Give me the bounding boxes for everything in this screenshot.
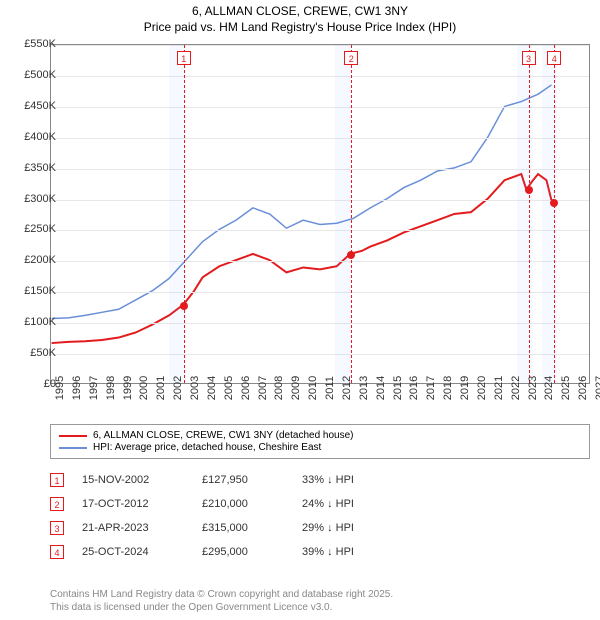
y-axis-tick: £550K xyxy=(24,38,56,50)
x-axis-tick: 2022 xyxy=(510,376,522,400)
legend-swatch xyxy=(59,435,87,437)
x-axis-tick: 2006 xyxy=(240,376,252,400)
title-line1: 6, ALLMAN CLOSE, CREWE, CW1 3NY xyxy=(0,4,600,20)
sale-row: 115-NOV-2002£127,95033% ↓ HPI xyxy=(50,468,412,492)
x-axis-tick: 2009 xyxy=(290,376,302,400)
x-axis-tick: 2003 xyxy=(189,376,201,400)
x-axis-tick: 2004 xyxy=(206,376,218,400)
x-axis-tick: 2021 xyxy=(493,376,505,400)
sale-marker: 3 xyxy=(522,51,536,65)
sale-marker: 4 xyxy=(547,51,561,65)
y-axis-tick: £200K xyxy=(24,254,56,266)
x-axis-tick: 1999 xyxy=(122,376,134,400)
sale-dot xyxy=(550,199,558,207)
y-axis-tick: £150K xyxy=(24,285,56,297)
x-axis-tick: 2008 xyxy=(273,376,285,400)
x-axis-tick: 2011 xyxy=(324,376,336,400)
sale-dot xyxy=(525,186,533,194)
sale-dot xyxy=(347,251,355,259)
x-axis-tick: 2001 xyxy=(155,376,167,400)
x-axis-tick: 2024 xyxy=(543,376,555,400)
sale-row: 425-OCT-2024£295,00039% ↓ HPI xyxy=(50,540,412,564)
y-axis-tick: £500K xyxy=(24,69,56,81)
x-axis-tick: 2015 xyxy=(392,376,404,400)
chart-container: 6, ALLMAN CLOSE, CREWE, CW1 3NY Price pa… xyxy=(0,0,600,620)
legend-label: HPI: Average price, detached house, Ches… xyxy=(93,442,321,453)
y-axis-tick: £100K xyxy=(24,316,56,328)
y-axis-tick: £300K xyxy=(24,193,56,205)
sale-row: 217-OCT-2012£210,00024% ↓ HPI xyxy=(50,492,412,516)
x-axis-tick: 1997 xyxy=(88,376,100,400)
x-axis-tick: 2014 xyxy=(375,376,387,400)
y-axis-tick: £250K xyxy=(24,223,56,235)
sale-dot xyxy=(180,302,188,310)
x-axis-tick: 2012 xyxy=(341,376,353,400)
sale-marker: 2 xyxy=(344,51,358,65)
x-axis-tick: 2016 xyxy=(408,376,420,400)
sale-row: 321-APR-2023£315,00029% ↓ HPI xyxy=(50,516,412,540)
x-axis-tick: 2002 xyxy=(172,376,184,400)
sale-table: 115-NOV-2002£127,95033% ↓ HPI217-OCT-201… xyxy=(50,468,412,564)
x-axis-tick: 1996 xyxy=(71,376,83,400)
title-line2: Price paid vs. HM Land Registry's House … xyxy=(0,20,600,36)
x-axis-tick: 1998 xyxy=(105,376,117,400)
x-axis-tick: 2025 xyxy=(560,376,572,400)
footer-line2: This data is licensed under the Open Gov… xyxy=(50,601,393,614)
x-axis-tick: 2023 xyxy=(527,376,539,400)
x-axis-tick: 2005 xyxy=(223,376,235,400)
y-axis-tick: £400K xyxy=(24,131,56,143)
legend-item: 6, ALLMAN CLOSE, CREWE, CW1 3NY (detache… xyxy=(59,430,581,441)
y-axis-tick: £350K xyxy=(24,162,56,174)
x-axis-tick: 2027 xyxy=(594,376,600,400)
sale-marker: 1 xyxy=(177,51,191,65)
y-axis-tick: £450K xyxy=(24,100,56,112)
legend-label: 6, ALLMAN CLOSE, CREWE, CW1 3NY (detache… xyxy=(93,430,353,441)
x-axis-tick: 2020 xyxy=(476,376,488,400)
y-axis-tick: £50K xyxy=(30,347,56,359)
x-axis-tick: 2026 xyxy=(577,376,589,400)
legend-item: HPI: Average price, detached house, Ches… xyxy=(59,442,581,453)
x-axis-tick: 1995 xyxy=(54,376,66,400)
x-axis-tick: 2010 xyxy=(307,376,319,400)
plot-area: 1 2 34 xyxy=(50,44,590,384)
series-lines xyxy=(51,45,589,383)
x-axis-tick: 2018 xyxy=(442,376,454,400)
x-axis-tick: 2007 xyxy=(257,376,269,400)
footer: Contains HM Land Registry data © Crown c… xyxy=(50,588,393,614)
legend: 6, ALLMAN CLOSE, CREWE, CW1 3NY (detache… xyxy=(50,424,590,459)
x-axis-tick: 2017 xyxy=(425,376,437,400)
x-axis-tick: 2000 xyxy=(138,376,150,400)
x-axis-tick: 2019 xyxy=(459,376,471,400)
x-axis-tick: 2013 xyxy=(358,376,370,400)
title-block: 6, ALLMAN CLOSE, CREWE, CW1 3NY Price pa… xyxy=(0,0,600,35)
footer-line1: Contains HM Land Registry data © Crown c… xyxy=(50,588,393,601)
legend-swatch xyxy=(59,447,87,449)
